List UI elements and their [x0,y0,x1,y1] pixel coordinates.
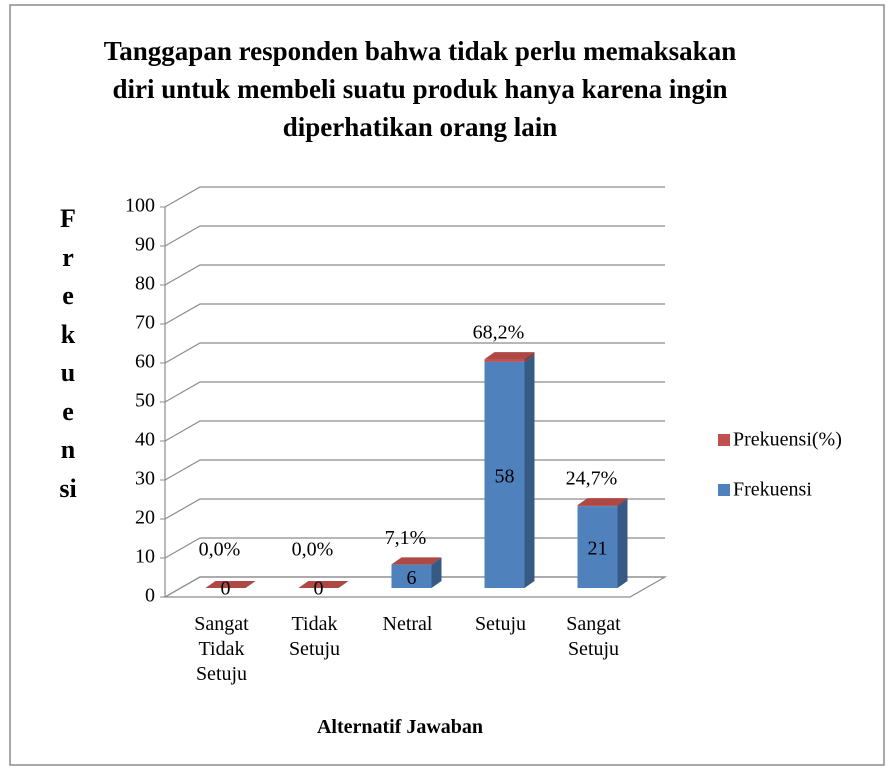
chart-title: Tanggapan responden bahwa tidak perlu me… [103,36,737,142]
bar [577,498,628,507]
y-tick-label: 40 [135,429,155,451]
y-tick-label: 10 [135,546,155,568]
data-label: 0,0% [199,539,241,561]
data-label: 58 [495,465,515,487]
legend-label: Frekuensi [733,479,812,501]
x-tick-label: Netral [382,613,433,635]
data-label: 0 [314,578,324,600]
grid-line [164,264,665,286]
x-tick-label: Sangat Setuju [566,613,621,660]
grid-line [164,225,665,247]
y-tick-label: 50 [135,390,155,412]
y-tick-label: 30 [135,468,155,490]
bar-top [298,581,349,588]
bar [205,581,256,588]
bar-front [484,361,525,588]
grid-line [164,186,665,208]
grid-line [164,381,665,403]
y-tick-label: 70 [135,312,155,334]
legend-label: Prekuensi(%) [733,429,842,451]
data-label: 0,0% [292,539,334,561]
legend-swatch [718,434,730,446]
bar-side [524,352,535,362]
x-tick-label: Tidak Setuju [288,613,341,660]
grid-line [164,420,665,442]
y-tick-label: 90 [135,234,155,256]
bar-front [391,564,432,588]
y-axis-label: Frekuensi [59,204,77,503]
data-label: 21 [588,538,608,560]
y-tick-label: 80 [135,273,155,295]
bar-side [524,354,535,588]
bar [298,581,349,588]
y-tick-label: 60 [135,351,155,373]
data-label: 6 [407,567,417,589]
bar-top [577,498,628,506]
y-tick-label: 20 [135,507,155,529]
bar-top [484,352,535,360]
x-axis-label: Alternatif Jawaban [316,716,484,738]
data-label: 7,1% [385,527,427,549]
data-label: 0 [221,578,231,600]
bar-side [617,499,628,588]
bar-front [577,505,618,507]
bar-top [391,557,442,565]
bar-front [484,359,525,362]
legend-swatch [718,484,730,496]
bar-side [431,557,442,565]
data-label: 24,7% [566,468,618,490]
y-tick-label: 0 [145,585,155,607]
y-tick-label: 100 [125,195,155,217]
bar-top [205,581,256,588]
x-tick-label: Setuju [474,613,527,635]
grid-line [164,303,665,325]
x-tick-label: Sangat Tidak Setuju [194,613,249,685]
data-label: 68,2% [473,322,525,344]
bar-front [577,506,618,588]
bar-side [431,557,442,588]
bar [391,557,442,565]
grid-line [164,342,665,364]
bar-side [617,498,628,507]
chart-border [9,4,885,766]
bar [484,352,535,362]
